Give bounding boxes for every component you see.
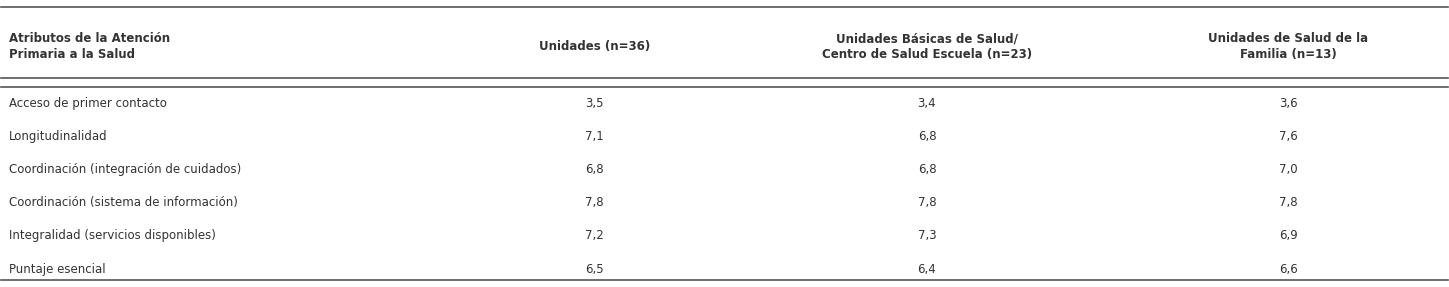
Text: Unidades (n=36): Unidades (n=36): [539, 40, 651, 53]
Text: 6,4: 6,4: [917, 263, 936, 276]
Text: 7,0: 7,0: [1279, 163, 1298, 176]
Text: 3,4: 3,4: [917, 97, 936, 110]
Text: 6,6: 6,6: [1279, 263, 1298, 276]
Text: Coordinación (integración de cuidados): Coordinación (integración de cuidados): [9, 163, 241, 176]
Text: 7,6: 7,6: [1279, 130, 1298, 143]
Text: 3,6: 3,6: [1279, 97, 1298, 110]
Text: Longitudinalidad: Longitudinalidad: [9, 130, 107, 143]
Text: 7,8: 7,8: [585, 196, 604, 209]
Text: Coordinación (sistema de información): Coordinación (sistema de información): [9, 196, 238, 209]
Text: Puntaje esencial: Puntaje esencial: [9, 263, 106, 276]
Text: 6,9: 6,9: [1279, 229, 1298, 243]
Text: Atributos de la Atención
Primaria a la Salud: Atributos de la Atención Primaria a la S…: [9, 32, 170, 61]
Text: Unidades de Salud de la
Familia (n=13): Unidades de Salud de la Familia (n=13): [1208, 32, 1369, 61]
Text: Acceso de primer contacto: Acceso de primer contacto: [9, 97, 167, 110]
Text: 7,8: 7,8: [1279, 196, 1298, 209]
Text: 7,1: 7,1: [585, 130, 604, 143]
Text: 6,8: 6,8: [917, 163, 936, 176]
Text: 6,5: 6,5: [585, 263, 604, 276]
Text: Unidades Básicas de Salud/
Centro de Salud Escuela (n=23): Unidades Básicas de Salud/ Centro de Sal…: [822, 32, 1032, 61]
Text: 6,8: 6,8: [585, 163, 604, 176]
Text: 6,8: 6,8: [917, 130, 936, 143]
Text: 7,2: 7,2: [585, 229, 604, 243]
Text: 3,5: 3,5: [585, 97, 604, 110]
Text: Integralidad (servicios disponibles): Integralidad (servicios disponibles): [9, 229, 216, 243]
Text: 7,8: 7,8: [917, 196, 936, 209]
Text: 7,3: 7,3: [917, 229, 936, 243]
